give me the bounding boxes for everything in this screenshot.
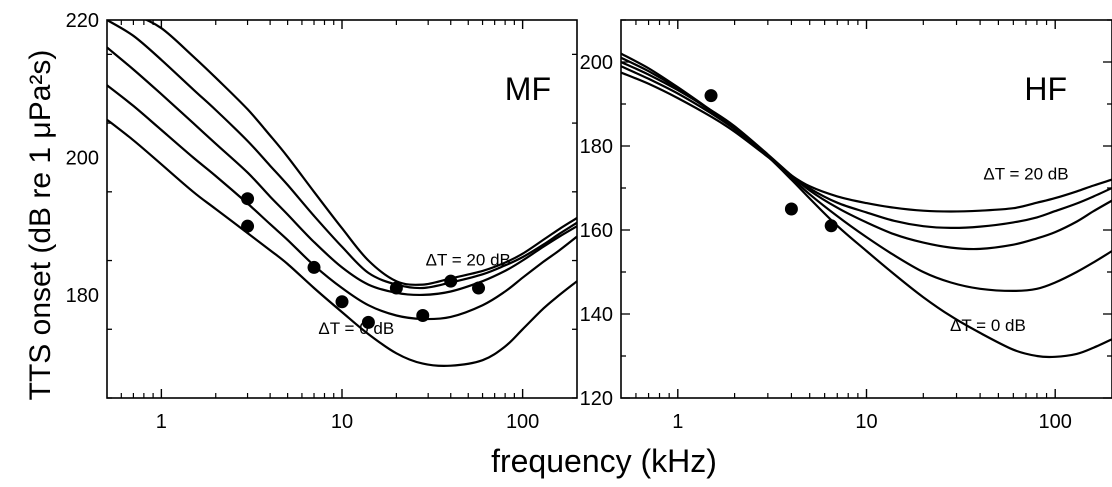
y-tick-label: 180	[580, 136, 613, 158]
data-point	[824, 219, 838, 233]
x-tick-label: 100	[506, 411, 539, 433]
panel-mf: 1 10 100 180 200 220 ΔT = 20 dB ΔT = 0 dB MF	[66, 10, 578, 433]
x-tick-label: 1	[156, 411, 167, 433]
y-tick-label: 200	[580, 52, 613, 74]
data-point	[472, 281, 486, 295]
panel-hf: 1 10 100 120 140 160 180 200 ΔT = 20 dB ΔT = 0 dB…	[580, 19, 1112, 433]
y-tick-label: 220	[66, 10, 99, 32]
data-points	[704, 89, 838, 233]
data-point	[307, 260, 321, 274]
x-minor-ticks	[635, 20, 1048, 398]
data-point	[241, 219, 255, 233]
x-tick-label: 100	[1039, 411, 1072, 433]
panel-label: MF	[505, 71, 551, 107]
y-axis-label: TTS onset (dB re 1 μPa²s)	[24, 50, 57, 401]
series-line-0	[107, 118, 577, 368]
x-tick-label: 10	[855, 411, 877, 433]
data-point	[416, 309, 430, 323]
series-line-1	[107, 84, 577, 321]
series-line-3	[621, 65, 1112, 230]
data-point	[361, 315, 375, 329]
data-point	[704, 89, 718, 103]
series-line-2	[107, 46, 577, 297]
y-tick-label: 140	[580, 304, 613, 326]
x-axis-label: frequency (kHz)	[491, 443, 717, 479]
delta-t-annotation: ΔT = 0 dB	[950, 316, 1026, 335]
x-minor-ticks	[120, 20, 515, 398]
panel-label: HF	[1024, 71, 1067, 107]
y-tick-label: 180	[66, 285, 99, 307]
curves	[621, 52, 1112, 359]
data-point	[241, 192, 255, 206]
x-tick-label: 1	[672, 411, 683, 433]
y-tick-label: 120	[580, 388, 613, 410]
series-line-4	[621, 71, 1112, 213]
y-tick-label: 200	[66, 147, 99, 169]
delta-t-annotation: ΔT = 20 dB	[983, 165, 1068, 184]
y-tick-label: 160	[580, 220, 613, 242]
data-point	[389, 281, 403, 295]
series-line-4	[143, 20, 577, 286]
series-line-2	[621, 60, 1112, 251]
delta-t-annotation: ΔT = 0 dB	[318, 319, 394, 338]
data-point	[784, 202, 798, 216]
data-points	[241, 192, 486, 329]
x-tick-label: 10	[331, 411, 353, 433]
curves	[107, 20, 577, 368]
series-line-3	[107, 20, 577, 290]
data-point	[444, 274, 458, 288]
delta-t-annotation: ΔT = 20 dB	[426, 250, 511, 269]
data-point	[335, 295, 349, 309]
